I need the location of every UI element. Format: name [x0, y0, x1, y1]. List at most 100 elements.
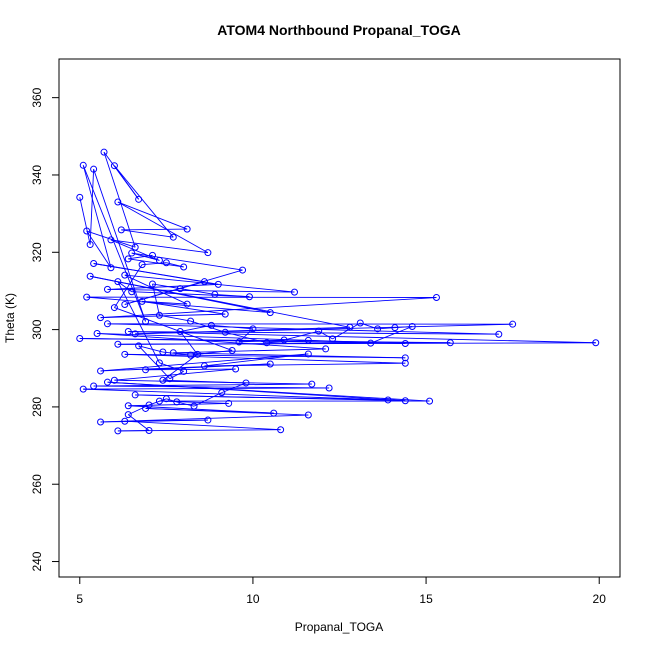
series-segment — [114, 165, 174, 238]
series-segment — [107, 323, 499, 335]
series-segment — [107, 283, 219, 290]
data-point — [155, 359, 163, 367]
data-point — [117, 226, 125, 234]
series-segment — [131, 291, 250, 298]
data-point — [187, 317, 195, 325]
data-point — [121, 271, 129, 279]
series-segment — [332, 322, 361, 340]
series-segment — [318, 330, 333, 340]
series-segment — [152, 283, 181, 290]
series-segment — [107, 381, 430, 402]
data-point — [221, 328, 229, 336]
data-point — [100, 148, 108, 156]
series-segment — [97, 333, 326, 350]
data-point — [145, 426, 153, 434]
x-axis: 5 10 15 20 — [76, 576, 606, 606]
series-segment — [142, 300, 226, 315]
data-point — [401, 359, 409, 367]
data-point — [384, 396, 392, 404]
series-segment — [93, 263, 219, 285]
data-point — [90, 165, 98, 173]
data-point — [159, 348, 167, 356]
y-tick-label: 280 — [30, 397, 44, 417]
data-point — [180, 263, 188, 271]
data-point — [121, 350, 129, 358]
data-point — [356, 319, 364, 327]
data-point — [121, 300, 129, 308]
data-point — [221, 310, 229, 318]
x-axis-label: Propanal_TOGA — [295, 620, 384, 634]
data-point — [426, 397, 434, 405]
data-point — [401, 354, 409, 362]
data-point — [322, 345, 330, 353]
data-point — [128, 288, 136, 296]
series-segment — [162, 351, 191, 356]
series-segment — [138, 345, 171, 380]
data-point — [131, 330, 139, 338]
y-tick-label: 340 — [30, 165, 44, 185]
data-point — [149, 280, 156, 288]
data-point — [135, 195, 143, 203]
series-segment — [283, 330, 319, 341]
series-segment — [82, 165, 146, 322]
series-segment — [225, 331, 267, 344]
series-segment — [370, 326, 413, 344]
data-point — [325, 384, 333, 392]
series-segment — [266, 339, 309, 344]
data-point — [180, 367, 188, 375]
data-point — [103, 285, 111, 293]
data-point — [204, 416, 212, 424]
data-point — [207, 321, 215, 329]
data-point — [187, 351, 195, 359]
data-point — [76, 193, 84, 201]
data-point — [239, 266, 247, 274]
data-point — [169, 233, 177, 241]
series-segment — [107, 288, 295, 293]
data-point — [97, 418, 105, 426]
data-point — [110, 304, 118, 312]
series-segment — [221, 382, 247, 394]
series-segment — [166, 398, 177, 403]
x-tick-label: 5 — [76, 592, 83, 606]
y-tick-label: 360 — [30, 87, 44, 107]
data-point — [142, 366, 150, 374]
data-point — [90, 382, 98, 390]
series-segment — [82, 165, 112, 268]
y-axis-label: Theta (K) — [3, 293, 17, 343]
data-point — [90, 259, 98, 267]
data-point — [592, 339, 600, 347]
data-point — [446, 339, 454, 347]
series-segment — [79, 197, 91, 245]
series-segment — [142, 262, 167, 266]
data-point — [86, 241, 94, 249]
data-point — [149, 251, 156, 259]
data-point — [308, 380, 316, 388]
series-segment — [121, 228, 188, 231]
series-segment — [114, 368, 236, 381]
series-segment — [190, 320, 226, 333]
data-point — [97, 314, 105, 322]
series-lines — [79, 151, 596, 432]
series-segment — [135, 394, 406, 402]
data-point — [124, 328, 132, 336]
data-point — [225, 399, 233, 407]
series-segment — [159, 314, 191, 322]
data-point — [228, 346, 236, 354]
data-point — [214, 280, 222, 288]
series-segment — [93, 169, 146, 322]
data-point — [194, 350, 202, 358]
data-point — [190, 402, 198, 410]
data-point — [110, 376, 118, 384]
data-point — [408, 323, 416, 331]
data-point — [245, 293, 253, 301]
series-segment — [83, 388, 388, 401]
series-segment — [90, 275, 350, 328]
data-point — [135, 342, 143, 350]
series-segment — [193, 392, 222, 407]
data-point — [114, 340, 122, 348]
data-point — [76, 334, 84, 342]
data-point — [176, 285, 184, 293]
data-point — [232, 365, 240, 373]
data-point — [107, 264, 115, 272]
series-segment — [159, 362, 184, 372]
